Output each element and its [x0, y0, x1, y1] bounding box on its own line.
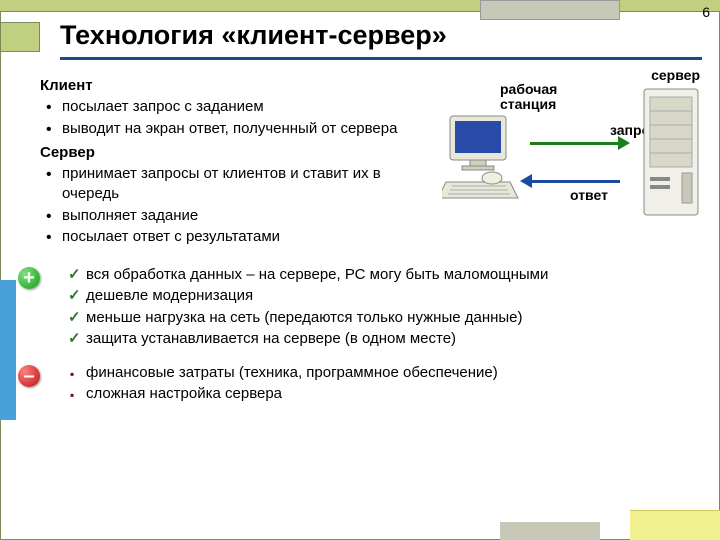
pros-section: + вся обработка данных – на сервере, РС …: [40, 265, 702, 349]
list-item: сложная настройка сервера: [86, 384, 702, 404]
list-item: защита устанавливается на сервере (в одн…: [86, 329, 702, 349]
plus-icon: +: [18, 267, 40, 289]
workstation-icon: [442, 112, 522, 202]
list-item: меньше нагрузка на сеть (передаются толь…: [86, 308, 702, 328]
minus-icon: –: [18, 365, 40, 387]
title-underline: [60, 57, 702, 60]
deco-gray-top: [480, 0, 620, 20]
client-server-diagram: рабочая станция сервер запрос ответ: [400, 72, 700, 242]
cons-section: – финансовые затраты (техника, программн…: [40, 363, 702, 405]
page-title: Технология «клиент-сервер»: [60, 20, 702, 55]
list-item: вся обработка данных – на сервере, РС мо…: [86, 265, 702, 285]
deco-blue-left: [0, 280, 16, 420]
page-number: 6: [702, 4, 710, 20]
pros-list: вся обработка данных – на сервере, РС мо…: [62, 265, 702, 349]
deco-yellow-bottom: [630, 510, 720, 540]
list-item: выводит на экран ответ, полученный от се…: [62, 119, 422, 139]
response-label: ответ: [570, 187, 608, 203]
deco-green-left: [0, 22, 40, 52]
deco-gray-bottom: [500, 522, 600, 540]
list-item: принимает запросы от клиентов и ставит и…: [62, 164, 422, 205]
cons-list: финансовые затраты (техника, программное…: [62, 363, 702, 405]
server-label: сервер: [651, 67, 700, 83]
workstation-label: рабочая станция: [500, 82, 557, 113]
response-arrow: [530, 180, 620, 183]
list-item: финансовые затраты (техника, программное…: [86, 363, 702, 383]
request-arrow: [530, 142, 620, 145]
server-icon: [642, 87, 700, 217]
title-block: Технология «клиент-сервер»: [60, 20, 702, 60]
list-item: дешевле модернизация: [86, 286, 702, 306]
